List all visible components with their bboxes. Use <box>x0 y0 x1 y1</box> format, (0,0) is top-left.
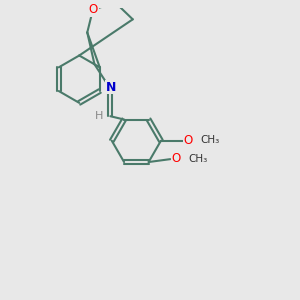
Text: N: N <box>106 81 116 94</box>
Text: CH₃: CH₃ <box>188 154 207 164</box>
Text: O: O <box>171 152 180 165</box>
Text: H: H <box>95 111 103 121</box>
Text: O: O <box>88 3 98 16</box>
Text: CH₃: CH₃ <box>200 135 220 145</box>
Text: O: O <box>183 134 193 147</box>
